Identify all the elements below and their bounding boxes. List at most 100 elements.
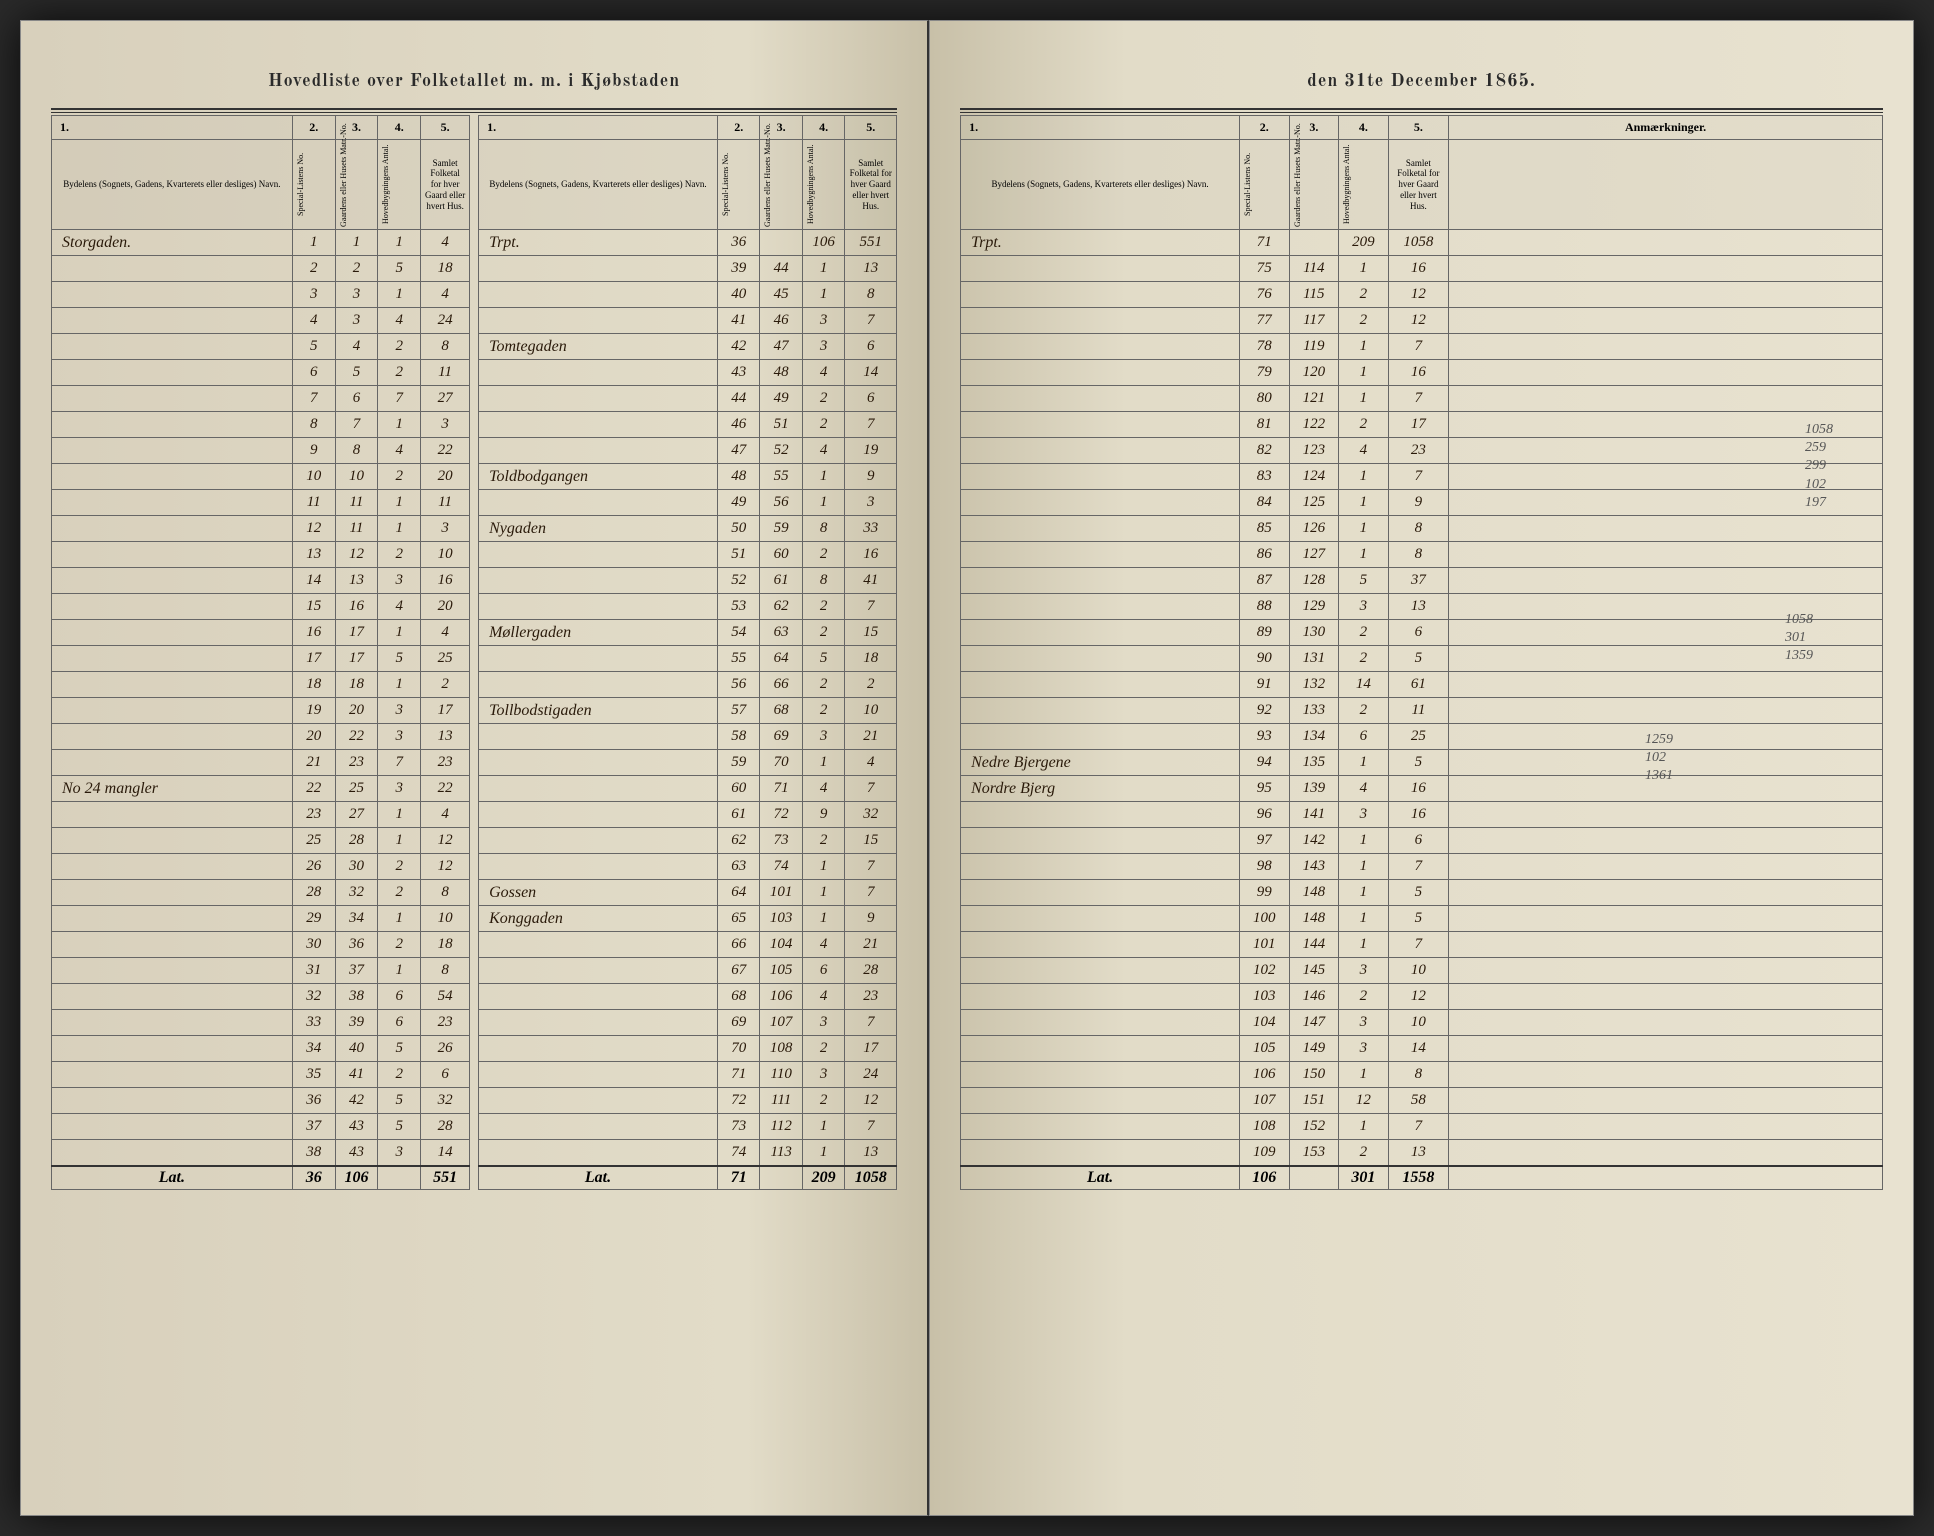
cell-c5: 14: [421, 1140, 470, 1166]
cell-c2: 57: [717, 698, 759, 724]
table-row: 76727: [52, 386, 470, 412]
cell-c3: 34: [335, 906, 378, 932]
cell-c2: 83: [1239, 464, 1289, 490]
cell-c3: 69: [760, 724, 802, 750]
cell-c4: 2: [802, 698, 844, 724]
total-r-c4: 301: [1339, 1166, 1389, 1190]
table-row: Storgaden.1114: [52, 230, 470, 256]
cell-c2: 102: [1239, 958, 1289, 984]
name-cell: [479, 724, 718, 750]
cell-c4: 12: [1339, 1088, 1389, 1114]
cell-c2: 18: [292, 672, 335, 698]
cell-c3: 2: [335, 256, 378, 282]
cell-c2: 65: [717, 906, 759, 932]
name-cell: [479, 386, 718, 412]
cell-c2: 14: [292, 568, 335, 594]
cell-c2: 101: [1239, 932, 1289, 958]
table-row: 232714: [52, 802, 470, 828]
cell-c5: 7: [845, 880, 897, 906]
cell-c5: 28: [845, 958, 897, 984]
cell-c3: 70: [760, 750, 802, 776]
cell-c2: 61: [717, 802, 759, 828]
margin-note-1: 1058259299102197: [1805, 421, 1833, 512]
cell-c5: 8: [421, 880, 470, 906]
name-cell: [961, 932, 1240, 958]
cell-remarks: [1449, 282, 1883, 308]
cell-c3: 17: [335, 620, 378, 646]
name-cell: Møllergaden: [479, 620, 718, 646]
cell-c4: 1: [378, 230, 421, 256]
cell-c5: 7: [1388, 932, 1448, 958]
total-label-b: Lat.: [479, 1166, 718, 1190]
cell-c4: 6: [378, 1010, 421, 1036]
table-row: 1413316: [52, 568, 470, 594]
name-cell: [479, 828, 718, 854]
total-a-c2: 36: [292, 1166, 335, 1190]
name-cell: [52, 672, 293, 698]
table-row: 6273215: [479, 828, 897, 854]
table-row: 3238654: [52, 984, 470, 1010]
table-row: 5428: [52, 334, 470, 360]
cell-c5: 18: [421, 256, 470, 282]
name-cell: [961, 542, 1240, 568]
cell-c3: 110: [760, 1062, 802, 1088]
cell-c5: 6: [845, 334, 897, 360]
cell-c5: 37: [1388, 568, 1448, 594]
cell-c3: 38: [335, 984, 378, 1010]
col5-header: Samlet Folketal for hver Gaard eller hve…: [421, 140, 470, 230]
cell-c5: 10: [421, 542, 470, 568]
cell-c5: 61: [1388, 672, 1448, 698]
cell-c4: 3: [802, 334, 844, 360]
name-cell: [961, 308, 1240, 334]
cell-c2: 71: [1239, 230, 1289, 256]
table-row: 104147310: [961, 1010, 1883, 1036]
table-row: 1071511258: [961, 1088, 1883, 1114]
cell-c3: 11: [335, 490, 378, 516]
cell-c3: 139: [1289, 776, 1339, 802]
ledger-book: Hovedliste over Folketallet m. m. i Kjøb…: [20, 20, 1914, 1516]
cell-remarks: [1449, 828, 1883, 854]
cell-c3: 119: [1289, 334, 1339, 360]
table-row: Tollbodstigaden5768210: [479, 698, 897, 724]
table-row: 8713: [52, 412, 470, 438]
cell-c2: 95: [1239, 776, 1289, 802]
cell-c3: 42: [335, 1088, 378, 1114]
cell-c4: 1: [378, 490, 421, 516]
cell-c2: 46: [717, 412, 759, 438]
cell-remarks: [1449, 1114, 1883, 1140]
cell-c4: 2: [378, 880, 421, 906]
cell-c4: 1: [802, 906, 844, 932]
col-remarks: Anmærkninger.: [1449, 116, 1883, 140]
colnum-5b: 5.: [845, 116, 897, 140]
cell-c2: 98: [1239, 854, 1289, 880]
name-cell: [479, 1010, 718, 1036]
cell-c3: 147: [1289, 1010, 1339, 1036]
cell-c2: 32: [292, 984, 335, 1010]
name-cell: [479, 360, 718, 386]
cell-c5: 12: [1388, 308, 1448, 334]
cell-c4: 1: [1339, 932, 1389, 958]
cell-c3: 144: [1289, 932, 1339, 958]
cell-c5: 23: [421, 1010, 470, 1036]
cell-c5: 5: [1388, 906, 1448, 932]
name-cell: [961, 282, 1240, 308]
cell-c3: 61: [760, 568, 802, 594]
cell-c3: 45: [760, 282, 802, 308]
total-label-a: Lat.: [52, 1166, 293, 1190]
cell-c2: 71: [717, 1062, 759, 1088]
cell-c5: 1058: [1388, 230, 1448, 256]
table-row: Trpt.36106551: [479, 230, 897, 256]
table-row: 8612718: [961, 542, 1883, 568]
cell-c3: 105: [760, 958, 802, 984]
name-cell: [961, 516, 1240, 542]
name-cell: [52, 568, 293, 594]
cell-c4: 3: [1339, 958, 1389, 984]
cell-c3: 60: [760, 542, 802, 568]
right-page-title: den 31te December 1865.: [960, 71, 1883, 93]
table-row: 1920317: [52, 698, 470, 724]
cell-c3: 59: [760, 516, 802, 542]
cell-c3: 72: [760, 802, 802, 828]
name-cell: [52, 724, 293, 750]
cell-c4: 1: [802, 256, 844, 282]
cell-remarks: [1449, 308, 1883, 334]
